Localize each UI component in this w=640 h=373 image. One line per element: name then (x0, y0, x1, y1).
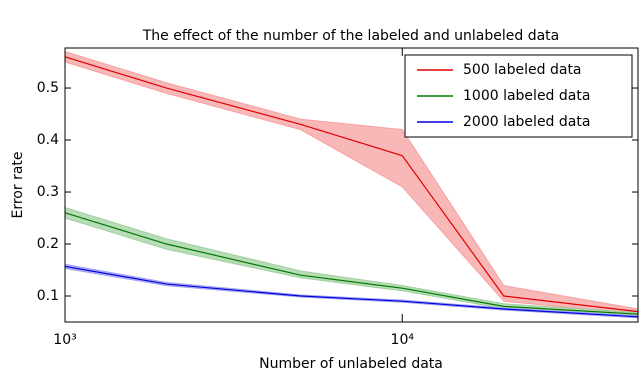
legend-label: 2000 labeled data (463, 114, 590, 130)
y-tick-label: 0.4 (37, 132, 59, 148)
y-tick-label: 0.1 (37, 288, 59, 304)
chart-title: The effect of the number of the labeled … (142, 28, 560, 44)
y-tick-label: 0.5 (37, 80, 59, 96)
plot-frame (64, 47, 639, 323)
line (64, 212, 639, 315)
x-tick-label: 10⁴ (391, 332, 415, 348)
line (64, 56, 639, 313)
legend-label: 1000 labeled data (463, 88, 590, 104)
x-tick-label: 10³ (53, 332, 76, 348)
y-tick-label: 0.2 (37, 236, 59, 252)
y-tick-label: 0.3 (37, 184, 59, 200)
x-axis-label: Number of unlabeled data (259, 356, 443, 372)
line (64, 265, 639, 318)
y-axis-label: Error rate (10, 151, 26, 218)
legend-label: 500 labeled data (463, 62, 582, 78)
